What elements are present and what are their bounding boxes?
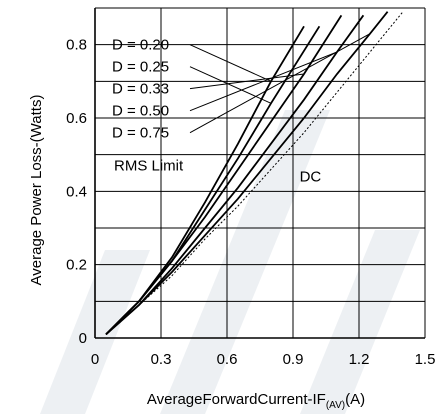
- duty-cycle-label: D = 0.50: [112, 103, 169, 120]
- axes: [94, 8, 425, 339]
- x-tick-label: 0: [91, 351, 99, 368]
- grid: [95, 7, 426, 338]
- x-tick-label: 0.3: [151, 351, 172, 368]
- y-axis-title: Average Power Loss-(Watts): [28, 95, 45, 286]
- duty-curve: [105, 11, 389, 336]
- rms-limit-label: RMS Limit: [114, 158, 184, 175]
- y-tick-label: 0.2: [66, 257, 87, 274]
- leader-line: [189, 51, 338, 112]
- x-axis-title: AverageForwardCurrent-IF(AV)(A): [147, 391, 365, 411]
- leader-line: [189, 73, 305, 90]
- leader-line: [189, 66, 272, 104]
- dc-label: DC: [300, 169, 322, 186]
- duty-curve: [105, 14, 343, 335]
- y-tick-label: 0: [79, 330, 87, 347]
- x-tick-label: 1.2: [349, 351, 370, 368]
- y-tick-label: 0.8: [66, 37, 87, 54]
- dc-curve: [105, 11, 404, 335]
- leader-line: [189, 44, 272, 82]
- x-axis-title-unit: (A): [345, 391, 365, 408]
- x-axis-title-sub: (AV): [326, 400, 345, 411]
- watermark: [40, 110, 420, 414]
- y-tick-label: 0.6: [66, 110, 87, 127]
- duty-cycle-label: D = 0.25: [112, 59, 169, 76]
- leader-line: [189, 33, 371, 134]
- x-axis-title-main: AverageForwardCurrent-IF: [147, 391, 326, 408]
- tick-labels: 0 0.3 0.6 0.9 1.2 1.5 0 0.2 0.4 0.6 0.8: [66, 37, 435, 368]
- duty-cycle-label: D = 0.75: [112, 125, 169, 142]
- x-tick-label: 0.6: [217, 351, 238, 368]
- duty-cycle-label: D = 0.33: [112, 81, 169, 98]
- duty-cycle-label: D = 0.20: [112, 37, 169, 54]
- labels: D = 0.20 D = 0.25 D = 0.33 D = 0.50 D = 0.75…: [112, 33, 371, 186]
- x-tick-label: 1.5: [415, 351, 436, 368]
- x-tick-label: 0.9: [283, 351, 304, 368]
- y-tick-label: 0.4: [66, 183, 87, 200]
